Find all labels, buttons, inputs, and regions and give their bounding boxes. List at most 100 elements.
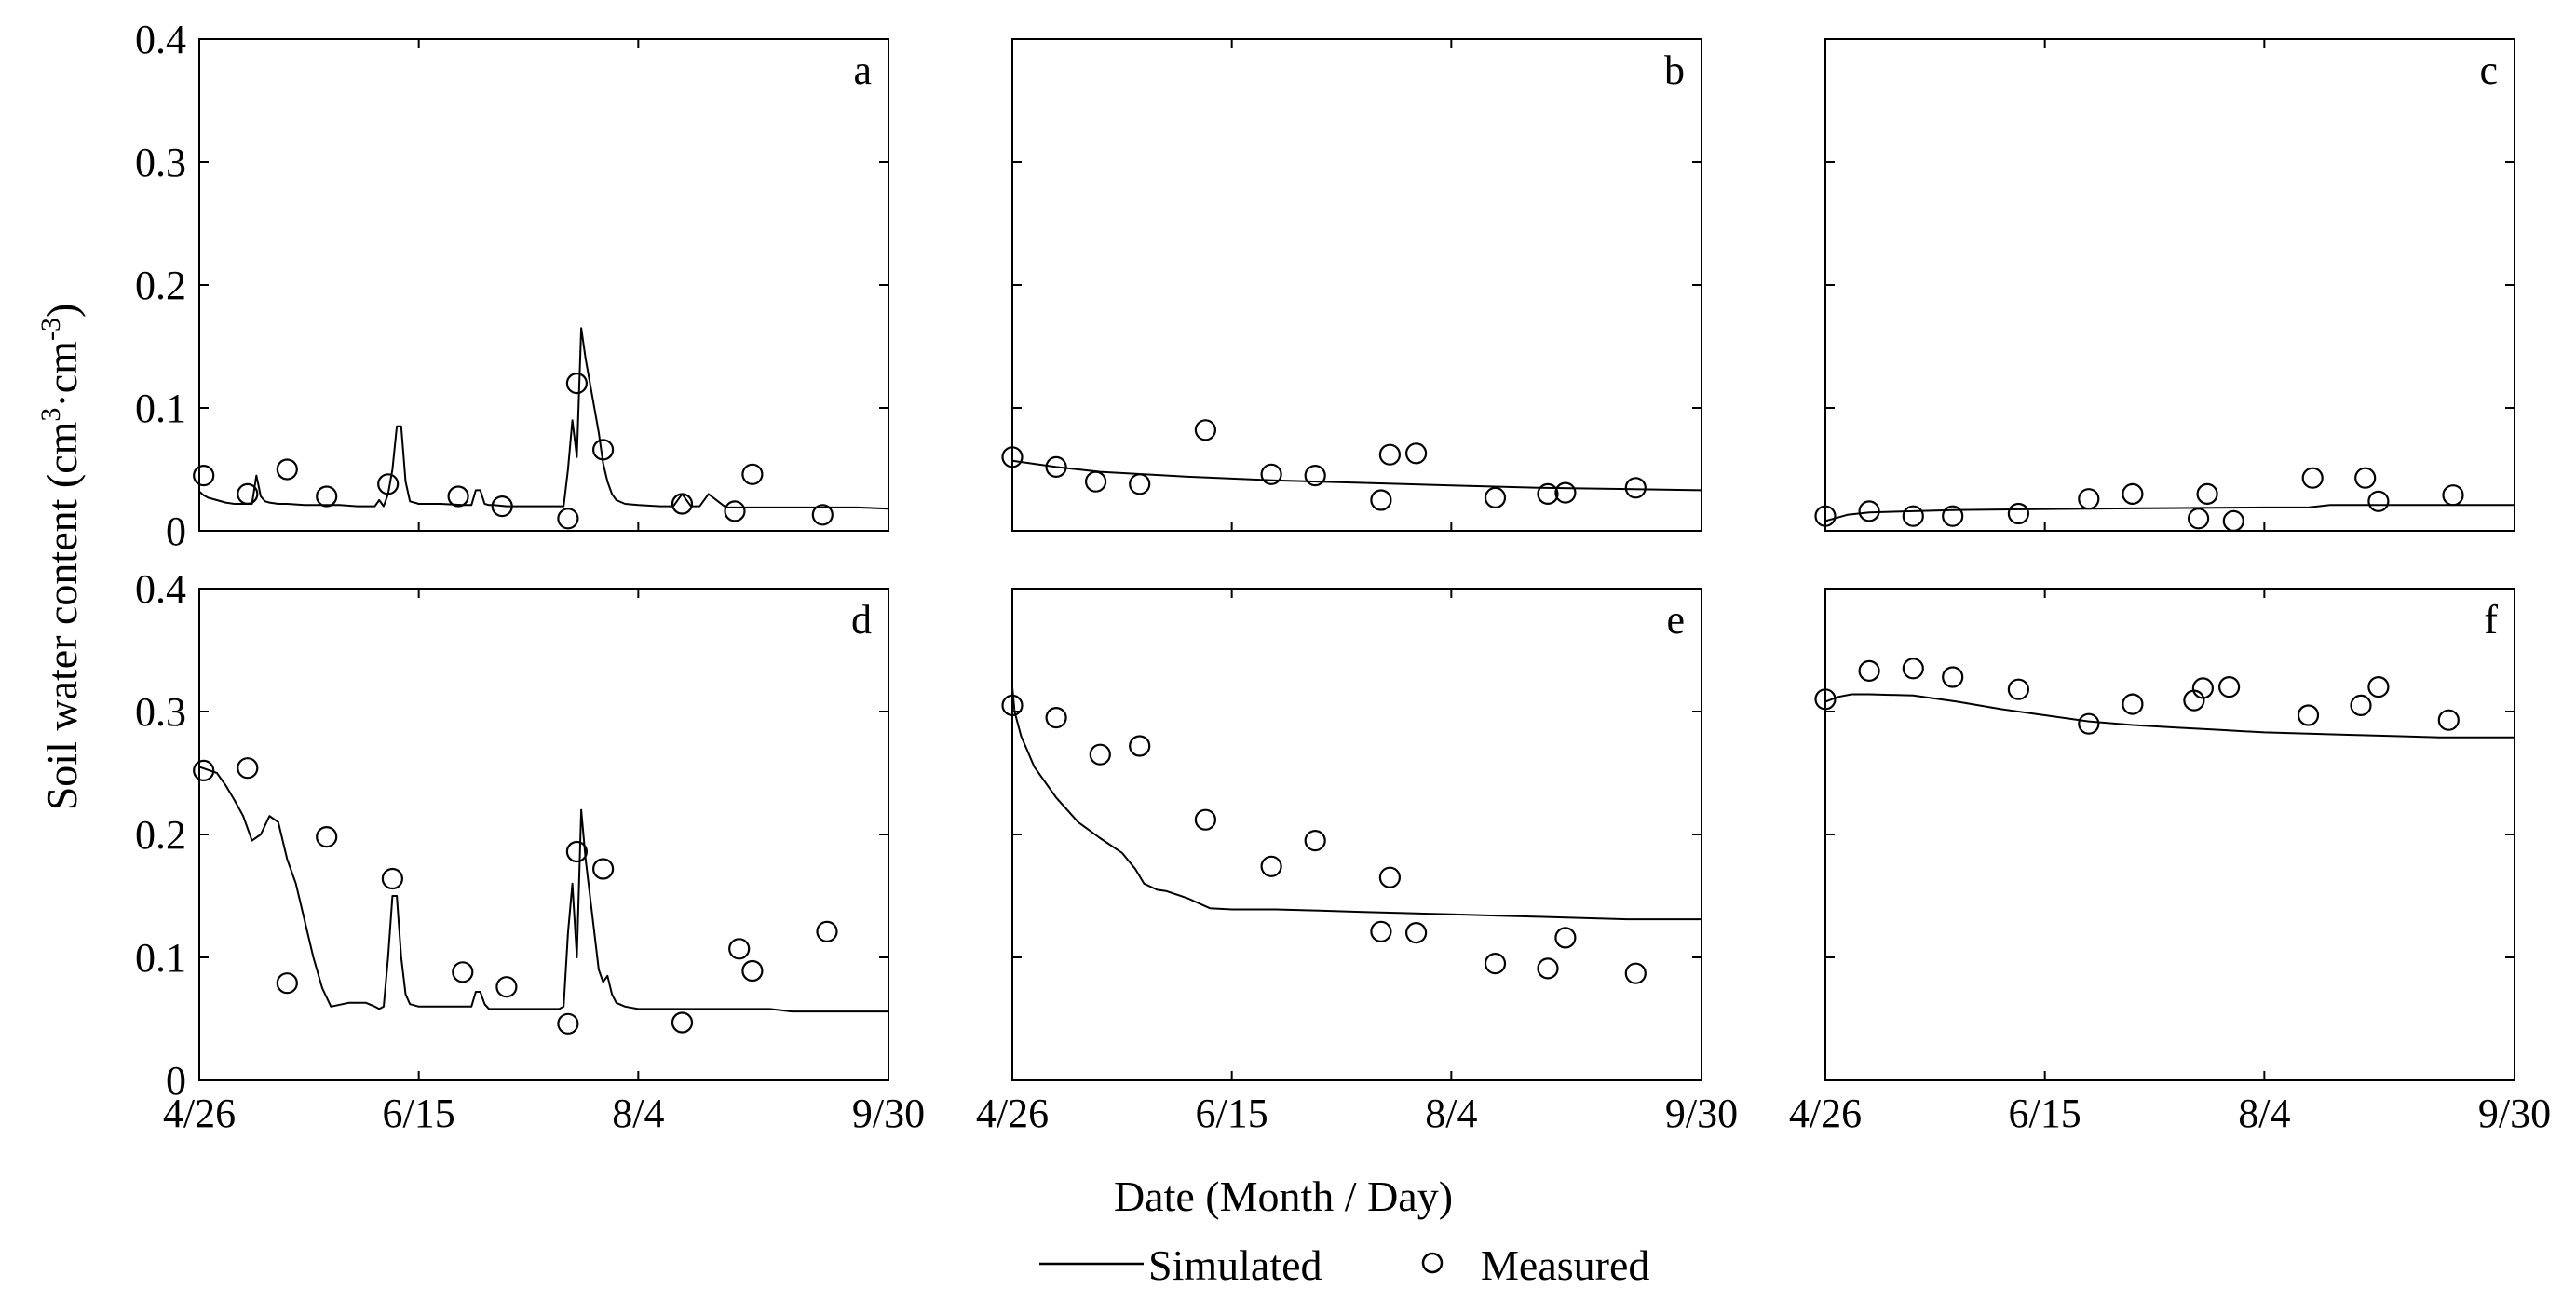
panel-frame xyxy=(1825,39,2515,531)
measured-point xyxy=(567,373,587,393)
measured-point xyxy=(818,922,837,942)
measured-point xyxy=(1904,658,1923,678)
simulated-line xyxy=(1012,687,1702,920)
measured-point xyxy=(1380,445,1400,465)
measured-point xyxy=(237,758,257,778)
x-tick-label: 4/26 xyxy=(163,1091,236,1136)
measured-point xyxy=(194,466,213,485)
y-tick-label: 0.2 xyxy=(135,812,186,858)
x-tick-label: 4/26 xyxy=(976,1091,1049,1136)
x-tick-label: 9/30 xyxy=(1665,1091,1738,1136)
measured-point xyxy=(558,1014,577,1034)
measured-point xyxy=(1485,488,1505,508)
panel-b: b xyxy=(1003,39,1702,531)
measured-point xyxy=(1086,472,1105,492)
measured-point xyxy=(2009,680,2028,699)
x-tick-label: 6/15 xyxy=(383,1091,455,1136)
measured-point xyxy=(1371,491,1390,510)
measured-point xyxy=(1539,958,1558,978)
measured-point xyxy=(317,487,336,507)
measured-point xyxy=(1406,923,1426,942)
x-tick-label: 6/15 xyxy=(2009,1091,2081,1136)
measured-point xyxy=(1626,478,1646,497)
measured-point xyxy=(1406,443,1426,463)
panel-frame xyxy=(1012,39,1702,531)
panel-frame xyxy=(199,589,888,1080)
simulated-line xyxy=(1825,695,2515,738)
simulated-line xyxy=(199,328,888,508)
legend-measured-label: Measured xyxy=(1481,1241,1649,1289)
y-tick-label: 0 xyxy=(166,508,186,554)
y-tick-label: 0.4 xyxy=(135,17,186,62)
measured-point xyxy=(1306,831,1325,850)
measured-point xyxy=(496,977,516,996)
measured-point xyxy=(725,501,745,521)
x-tick-label: 8/4 xyxy=(612,1091,664,1136)
x-tick-label: 9/30 xyxy=(2478,1091,2551,1136)
panel-letter: e xyxy=(1666,597,1685,643)
measured-point xyxy=(2303,468,2323,488)
measured-point xyxy=(742,465,762,484)
y-tick-label: 0.2 xyxy=(135,263,186,308)
measured-point xyxy=(1904,507,1923,526)
measured-point xyxy=(1130,737,1149,756)
measured-point xyxy=(2189,508,2208,528)
measured-point xyxy=(449,487,468,507)
x-tick-label: 8/4 xyxy=(2238,1091,2290,1136)
measured-point xyxy=(742,961,762,981)
measured-point xyxy=(1485,954,1505,973)
measured-point xyxy=(2198,484,2217,504)
y-tick-label: 0.4 xyxy=(135,566,186,612)
measured-point xyxy=(593,860,613,879)
measured-point xyxy=(2444,485,2463,505)
measured-point xyxy=(1130,474,1149,494)
panel-frame xyxy=(199,39,888,531)
measured-point xyxy=(2079,714,2098,734)
y-tick-label: 0.1 xyxy=(135,935,186,981)
measured-point xyxy=(2368,492,2388,511)
legend: Simulated Measured xyxy=(1039,1241,1649,1289)
measured-point xyxy=(2009,504,2028,523)
panel-c: c xyxy=(1816,39,2515,531)
measured-point xyxy=(453,962,472,982)
measured-point xyxy=(2122,484,2142,504)
measured-point xyxy=(1047,708,1066,727)
measured-point xyxy=(1860,661,1879,681)
x-tick-label: 6/15 xyxy=(1196,1091,1268,1136)
y-tick-label: 0.3 xyxy=(135,140,186,185)
panel-e: 4/26 6/15 8/4 9/30 e xyxy=(976,589,1738,1136)
measured-point xyxy=(2219,677,2239,697)
measured-point xyxy=(2439,711,2459,730)
measured-point xyxy=(1380,868,1400,888)
measured-point xyxy=(1196,810,1215,830)
panel-f: 4/26 6/15 8/4 9/30 f xyxy=(1789,589,2551,1136)
simulated-line xyxy=(1012,461,1702,491)
panel-letter: f xyxy=(2484,597,2498,643)
measured-point xyxy=(1860,501,1879,521)
measured-point xyxy=(1555,483,1575,503)
y-axis-title: Soil water content (cm3·cm-3) xyxy=(35,304,86,811)
legend-simulated-label: Simulated xyxy=(1148,1241,1322,1289)
simulated-line xyxy=(199,766,888,1011)
panel-d: 0 0.1 0.2 0.3 0.4 4/26 6/15 8/4 9/30 d xyxy=(135,566,925,1136)
panel-letter: b xyxy=(1664,47,1685,93)
measured-point xyxy=(558,508,577,528)
measured-point xyxy=(2355,468,2375,488)
measured-point xyxy=(1371,922,1390,942)
measured-point xyxy=(1196,420,1215,440)
panel-letter: c xyxy=(2479,47,2498,93)
y-tick-label: 0.3 xyxy=(135,689,186,735)
measured-point xyxy=(2224,511,2244,531)
measured-point xyxy=(729,939,749,958)
measured-point xyxy=(1262,857,1281,876)
legend-measured-marker xyxy=(1423,1254,1442,1272)
measured-point xyxy=(278,460,297,480)
x-axis-title: Date (Month / Day) xyxy=(1114,1173,1453,1220)
x-tick-label: 4/26 xyxy=(1789,1091,1862,1136)
panel-frame xyxy=(1012,589,1702,1080)
figure-canvas: 00.10.20.30.4a b c00.10.20.30.44/26 6/15 8/4… xyxy=(0,0,2576,1315)
simulated-line xyxy=(1825,505,2515,521)
measured-point xyxy=(383,869,402,888)
measured-point xyxy=(593,440,613,459)
measured-point xyxy=(2298,706,2318,725)
